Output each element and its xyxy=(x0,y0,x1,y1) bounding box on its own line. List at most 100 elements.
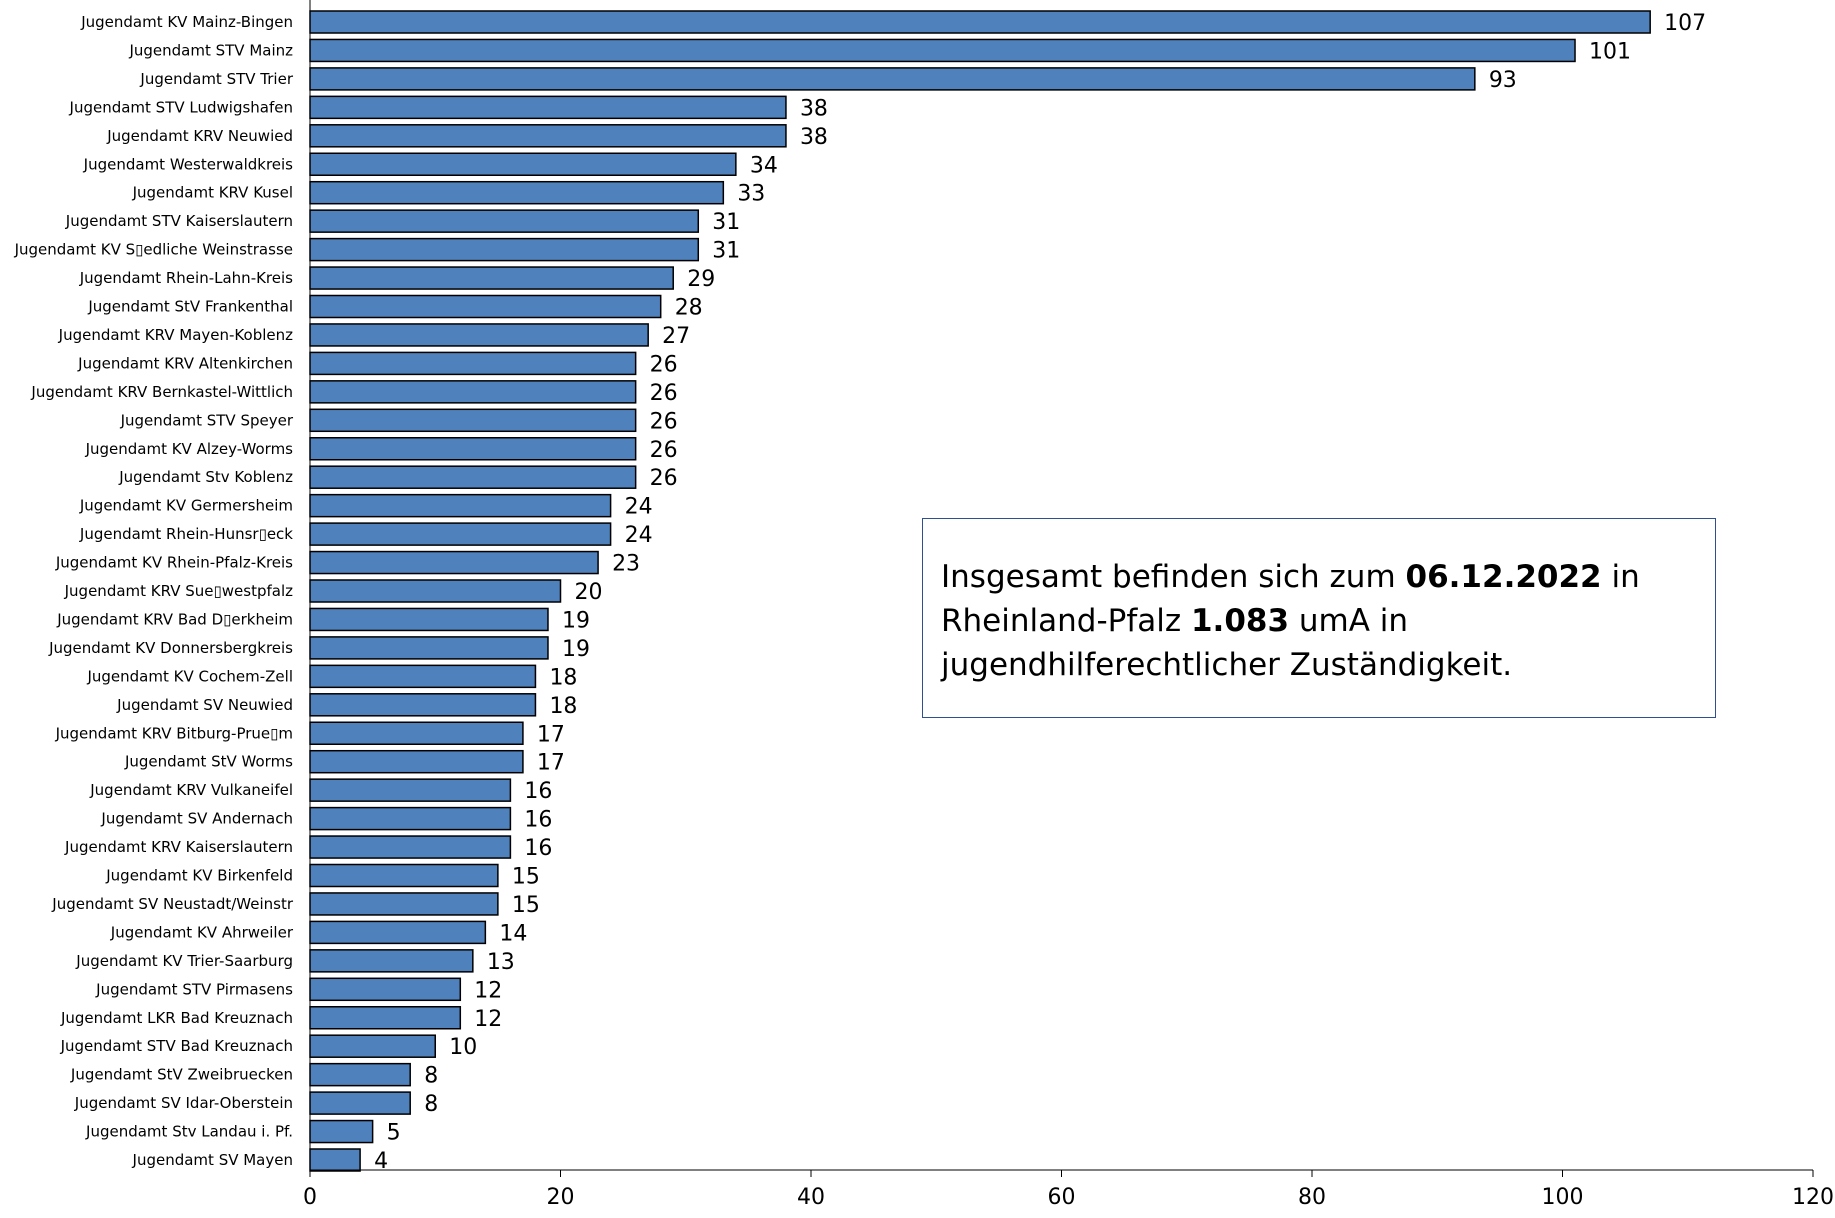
category-label: Jugendamt SV Mayen xyxy=(132,1151,293,1169)
category-label: Jugendamt SV Andernach xyxy=(100,810,293,828)
annotation-text-middle: in Rheinland-Pfalz xyxy=(941,559,1640,639)
value-label: 8 xyxy=(424,1064,438,1089)
value-label: 16 xyxy=(524,779,552,804)
value-label: 38 xyxy=(800,96,828,121)
category-label: Jugendamt STV Trier xyxy=(139,70,293,88)
bar xyxy=(309,522,612,546)
bar xyxy=(309,323,649,347)
value-label: 13 xyxy=(487,950,515,975)
x-tick-label: 40 xyxy=(797,1185,825,1210)
value-label: 14 xyxy=(499,921,527,946)
value-label: 27 xyxy=(662,324,690,349)
value-label: 26 xyxy=(650,381,678,406)
value-label: 8 xyxy=(424,1092,438,1117)
category-label: Jugendamt KRV Sue▯westpfalz xyxy=(64,582,293,600)
category-label: Jugendamt KV Rhein-Pfalz-Kreis xyxy=(55,554,293,572)
bar xyxy=(309,380,637,404)
bar xyxy=(309,693,537,717)
bar xyxy=(309,749,524,774)
x-tick-label: 0 xyxy=(303,1185,317,1210)
bar xyxy=(309,493,612,518)
bar xyxy=(309,636,549,660)
value-label: 12 xyxy=(474,978,502,1003)
category-label: Jugendamt KRV Altenkirchen xyxy=(77,354,293,372)
value-label: 31 xyxy=(712,239,740,264)
category-label: Jugendamt Rhein-Hunsr▯eck xyxy=(79,525,293,543)
value-label: 16 xyxy=(524,836,552,861)
annotation-total: 1.083 xyxy=(1190,603,1290,639)
value-label: 20 xyxy=(575,580,603,605)
category-label: Jugendamt StV Zweibruecken xyxy=(70,1066,293,1084)
category-label: Jugendamt STV Kaiserslautern xyxy=(65,212,293,230)
bar xyxy=(309,778,512,802)
value-label: 5 xyxy=(387,1121,401,1146)
bar xyxy=(309,351,637,376)
bar xyxy=(309,664,537,689)
value-label: 17 xyxy=(537,751,565,776)
bar xyxy=(309,437,637,461)
category-label: Jugendamt KV Cochem-Zell xyxy=(86,667,293,685)
category-label: Jugendamt KV Ahrweiler xyxy=(110,923,294,941)
x-axis: 0 20 40 60 80 100 120 xyxy=(303,0,1834,1210)
value-label: 33 xyxy=(737,182,765,207)
annotation-text-start: Insgesamt befinden sich zum xyxy=(941,559,1406,595)
value-label: 38 xyxy=(800,125,828,150)
bar xyxy=(309,607,549,632)
value-label: 34 xyxy=(750,153,778,178)
value-label: 23 xyxy=(612,552,640,577)
category-label: Jugendamt Stv Koblenz xyxy=(118,468,293,486)
x-tick-label: 120 xyxy=(1792,1185,1834,1210)
value-label: 31 xyxy=(712,210,740,235)
category-label: Jugendamt SV Neuwied xyxy=(116,696,293,714)
category-label: Jugendamt StV Frankenthal xyxy=(87,298,293,316)
bar xyxy=(309,1062,411,1087)
category-label: Jugendamt KRV Bitburg-Prue▯m xyxy=(55,724,293,742)
bar xyxy=(309,920,487,945)
category-label: Jugendamt Rhein-Lahn-Kreis xyxy=(79,269,293,287)
value-label: 24 xyxy=(625,495,653,520)
category-label: Jugendamt KRV Vulkaneifel xyxy=(89,781,293,799)
bar xyxy=(309,38,1576,63)
value-label: 19 xyxy=(562,637,590,662)
annotation-box: Insgesamt befinden sich zum 06.12.2022 i… xyxy=(922,518,1716,718)
category-label: Jugendamt KRV Bernkastel-Wittlich xyxy=(30,383,293,401)
value-label: 29 xyxy=(687,267,715,292)
bar xyxy=(309,892,499,916)
bar xyxy=(309,124,787,148)
category-label: Jugendamt StV Worms xyxy=(124,753,293,771)
category-label: Jugendamt KV Birkenfeld xyxy=(105,867,293,885)
annotation-text-end: umA in jugendhilferechtlicher Zuständigk… xyxy=(941,603,1513,683)
category-label: Jugendamt STV Speyer xyxy=(120,411,294,429)
value-label: 4 xyxy=(374,1149,388,1174)
bar xyxy=(309,180,725,205)
category-label: Jugendamt LKR Bad Kreuznach xyxy=(60,1009,293,1027)
bar xyxy=(309,95,787,120)
bar xyxy=(309,835,512,859)
bar xyxy=(309,152,737,176)
bar xyxy=(309,579,562,603)
value-label: 15 xyxy=(512,865,540,890)
bar xyxy=(309,408,637,433)
bar xyxy=(309,1006,462,1030)
category-label: Jugendamt Stv Landau i. Pf. xyxy=(85,1123,293,1141)
value-label: 26 xyxy=(650,409,678,434)
category-label: Jugendamt KV Germersheim xyxy=(79,497,293,515)
value-label: 26 xyxy=(650,466,678,491)
category-label: Jugendamt KV Alzey-Worms xyxy=(85,440,294,458)
value-label: 19 xyxy=(562,608,590,633)
bar xyxy=(309,237,700,262)
category-labels: Jugendamt KV Mainz-Bingen Jugendamt STV M… xyxy=(14,13,294,1169)
bar xyxy=(309,1119,374,1144)
value-label: 107 xyxy=(1664,11,1706,36)
category-label: Jugendamt KRV Kusel xyxy=(132,184,293,202)
category-label: Jugendamt KV Trier-Saarburg xyxy=(75,952,293,970)
bar xyxy=(309,1091,411,1115)
category-label: Jugendamt STV Pirmasens xyxy=(95,980,293,998)
value-label: 18 xyxy=(549,665,577,690)
category-label: Jugendamt SV Neustadt/Weinstr xyxy=(51,895,294,913)
x-tick-label: 80 xyxy=(1298,1185,1326,1210)
value-label: 17 xyxy=(537,722,565,747)
x-tick-label: 100 xyxy=(1542,1185,1584,1210)
value-label: 10 xyxy=(449,1035,477,1060)
value-label: 26 xyxy=(650,438,678,463)
